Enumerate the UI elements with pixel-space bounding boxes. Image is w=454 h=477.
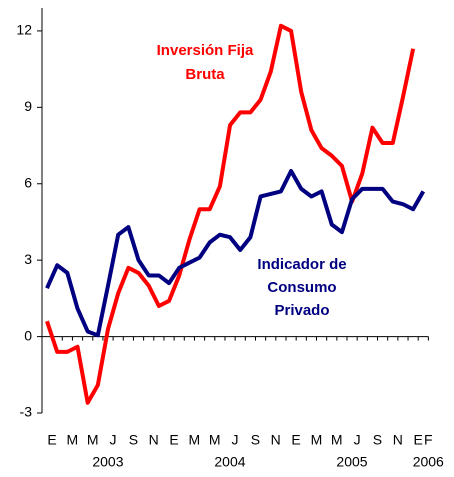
x-tick-label: F: [424, 432, 433, 448]
y-tick-label: 3: [24, 251, 32, 267]
x-tick-label: E: [291, 432, 300, 448]
series-line: [45, 23, 416, 405]
y-tick-label: -3: [20, 404, 33, 420]
year-label: 2005: [336, 454, 367, 470]
x-tick-label: M: [67, 432, 79, 448]
annotation: Bruta: [185, 66, 225, 83]
x-tick-label: E: [47, 432, 56, 448]
x-tick-label: M: [209, 432, 221, 448]
x-tick-label: N: [271, 432, 281, 448]
x-tick-label: N: [149, 432, 159, 448]
annotation: Inversión Fija: [157, 42, 254, 59]
y-tick-label: 6: [24, 174, 32, 190]
x-tick-label: M: [311, 432, 323, 448]
y-tick-label: 9: [24, 98, 32, 114]
x-tick-label: N: [393, 432, 403, 448]
y-tick-label: 12: [16, 22, 32, 38]
year-label: 2006: [413, 454, 444, 470]
x-tick-label: J: [354, 432, 361, 448]
x-tick-label: S: [373, 432, 382, 448]
x-tick-label: M: [87, 432, 99, 448]
x-tick-label: E: [413, 432, 422, 448]
x-tick-label: S: [251, 432, 260, 448]
x-tick-label: M: [331, 432, 343, 448]
x-tick-label: J: [110, 432, 117, 448]
annotation: Indicador de: [257, 256, 346, 273]
x-tick-label: E: [169, 432, 178, 448]
x-tick-label: S: [129, 432, 138, 448]
year-label: 2004: [214, 454, 245, 470]
y-tick-label: 0: [24, 327, 32, 343]
annotation: Privado: [274, 302, 329, 319]
annotation: Consumo: [267, 279, 336, 296]
x-tick-label: M: [189, 432, 201, 448]
x-tick-label: J: [232, 432, 239, 448]
year-label: 2003: [92, 454, 123, 470]
series-line: [45, 169, 426, 338]
